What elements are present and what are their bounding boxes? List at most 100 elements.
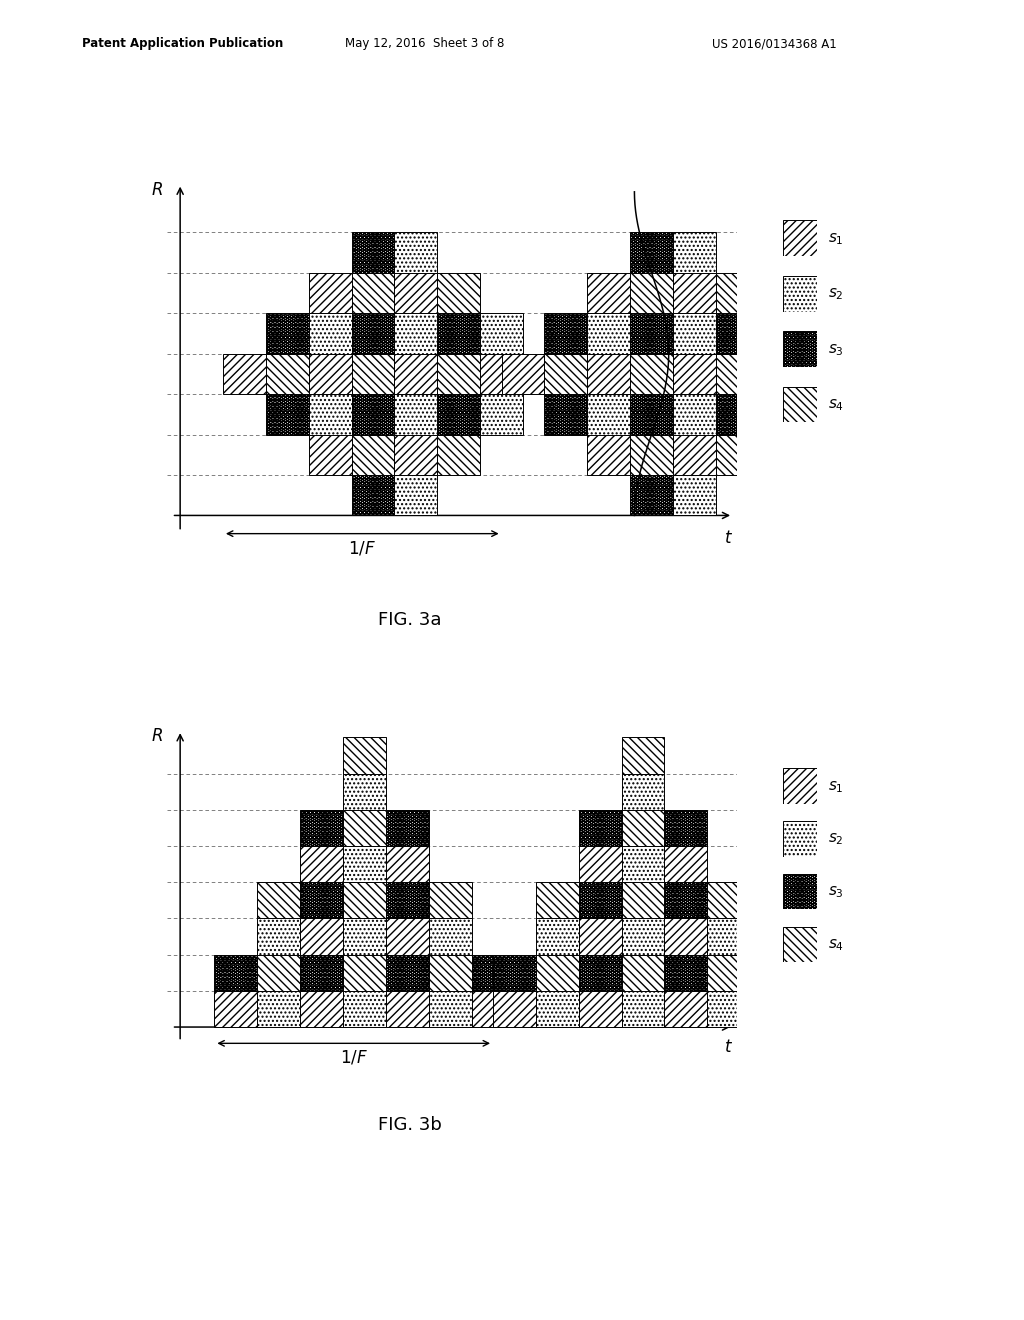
Bar: [545, 354, 588, 395]
Bar: [300, 882, 343, 919]
Bar: [351, 273, 394, 313]
Bar: [308, 434, 351, 475]
Bar: [536, 954, 579, 991]
Bar: [214, 954, 257, 991]
Bar: [545, 313, 588, 354]
Bar: [394, 354, 437, 395]
Bar: [588, 395, 630, 434]
Bar: [673, 313, 716, 354]
Bar: [214, 991, 257, 1027]
Bar: [394, 273, 437, 313]
Bar: [308, 273, 351, 313]
Bar: [588, 354, 630, 395]
Text: $1/F$: $1/F$: [348, 540, 376, 558]
Bar: [622, 774, 665, 810]
Bar: [630, 395, 673, 434]
Bar: [257, 919, 300, 954]
Bar: [579, 954, 622, 991]
Bar: [343, 882, 386, 919]
Bar: [308, 395, 351, 434]
Text: $s_2$: $s_2$: [828, 286, 844, 302]
Text: FIG. 3b: FIG. 3b: [378, 1115, 441, 1134]
Bar: [665, 882, 708, 919]
Bar: [266, 354, 308, 395]
Bar: [429, 954, 472, 991]
Text: $s_1$: $s_1$: [828, 231, 844, 247]
Bar: [802, 354, 845, 395]
Bar: [630, 434, 673, 475]
Bar: [437, 273, 480, 313]
Bar: [673, 434, 716, 475]
Bar: [523, 354, 566, 395]
Text: $R$: $R$: [151, 181, 163, 199]
Bar: [579, 846, 622, 882]
Bar: [588, 434, 630, 475]
Bar: [257, 882, 300, 919]
Bar: [480, 395, 523, 434]
Bar: [257, 954, 300, 991]
Bar: [386, 846, 429, 882]
Text: FIG. 3a: FIG. 3a: [378, 611, 441, 630]
Bar: [429, 919, 472, 954]
Text: $s_3$: $s_3$: [828, 342, 844, 358]
Text: $s_4$: $s_4$: [828, 397, 845, 413]
Bar: [665, 810, 708, 846]
Bar: [343, 954, 386, 991]
Text: $1/F$: $1/F$: [340, 1049, 368, 1067]
Bar: [536, 991, 579, 1027]
Bar: [716, 434, 759, 475]
Bar: [308, 313, 351, 354]
Bar: [472, 991, 514, 1027]
Bar: [480, 313, 523, 354]
Text: $s_3$: $s_3$: [828, 884, 844, 900]
Bar: [665, 991, 708, 1027]
Bar: [300, 919, 343, 954]
Text: $s_1$: $s_1$: [828, 779, 844, 795]
Bar: [437, 313, 480, 354]
Bar: [300, 954, 343, 991]
Bar: [394, 313, 437, 354]
Bar: [716, 313, 759, 354]
Bar: [343, 810, 386, 846]
Bar: [622, 919, 665, 954]
Text: Patent Application Publication: Patent Application Publication: [82, 37, 284, 50]
Bar: [343, 991, 386, 1027]
Bar: [386, 954, 429, 991]
Bar: [751, 954, 793, 991]
Bar: [673, 395, 716, 434]
Bar: [437, 395, 480, 434]
Bar: [545, 395, 588, 434]
Bar: [630, 313, 673, 354]
Bar: [536, 919, 579, 954]
Text: $R$: $R$: [151, 727, 163, 744]
Bar: [588, 273, 630, 313]
Bar: [480, 354, 523, 395]
Bar: [394, 232, 437, 273]
Text: US 2016/0134368 A1: US 2016/0134368 A1: [712, 37, 837, 50]
Bar: [502, 354, 545, 395]
Bar: [673, 273, 716, 313]
Bar: [300, 991, 343, 1027]
Bar: [257, 991, 300, 1027]
Bar: [429, 991, 472, 1027]
Bar: [622, 882, 665, 919]
Bar: [394, 475, 437, 515]
Bar: [665, 954, 708, 991]
Bar: [716, 395, 759, 434]
Text: $t$: $t$: [724, 1038, 733, 1056]
Bar: [579, 991, 622, 1027]
Bar: [351, 354, 394, 395]
Bar: [588, 313, 630, 354]
Bar: [708, 954, 751, 991]
Bar: [622, 846, 665, 882]
Bar: [630, 475, 673, 515]
Bar: [351, 395, 394, 434]
Bar: [386, 882, 429, 919]
Bar: [351, 313, 394, 354]
Bar: [579, 810, 622, 846]
Bar: [630, 273, 673, 313]
Bar: [343, 738, 386, 774]
Bar: [351, 475, 394, 515]
Text: $s_2$: $s_2$: [828, 832, 844, 847]
Bar: [665, 919, 708, 954]
